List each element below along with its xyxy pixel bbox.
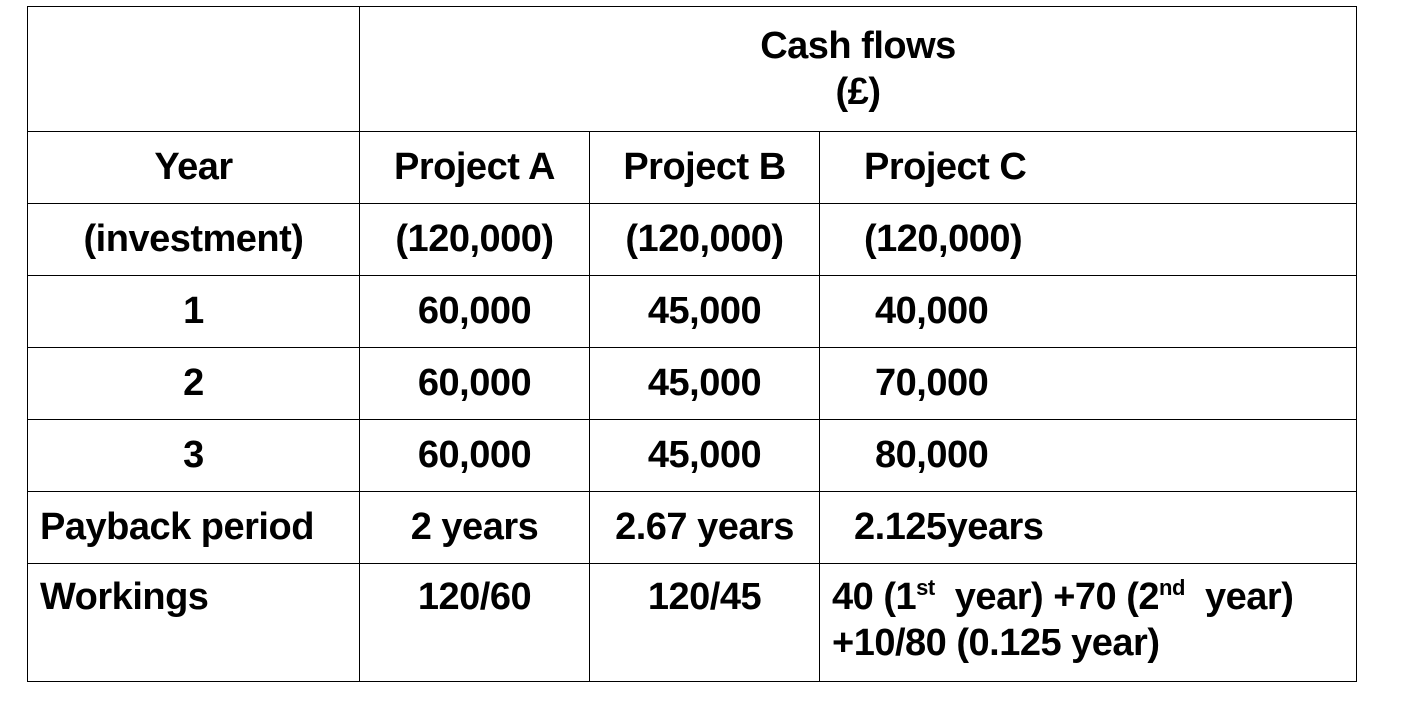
project-c-cell: (120,000) — [818, 203, 1358, 276]
project-c-cell: 40,000 — [818, 275, 1358, 348]
table-row: 1 60,000 45,000 40,000 — [27, 275, 1358, 348]
payback-period-row: Payback period 2 years 2.67 years 2.125y… — [27, 491, 1358, 564]
project-a-cell: 60,000 — [359, 347, 590, 420]
cash-flows-title: Cash flows — [760, 25, 956, 67]
year-cell: 3 — [27, 419, 360, 492]
year-column-header: Year — [27, 131, 360, 204]
payback-period-label: Payback period — [27, 491, 360, 564]
payback-project-b: 2.67 years — [589, 491, 820, 564]
column-header-row: Year Project A Project B Project C — [27, 131, 1358, 204]
project-b-cell: 45,000 — [589, 419, 820, 492]
workings-project-b: 120/45 — [647, 576, 762, 618]
workings-project-c: 40 (1st year) +70 (2nd year) +10/80 (0.1… — [832, 564, 1356, 666]
workings-label: Workings — [40, 576, 209, 618]
workings-label-cell: Workings — [27, 563, 360, 682]
workings-c-line1: 40 (1st year) +70 (2nd year) — [832, 574, 1356, 620]
empty-corner-cell — [27, 6, 360, 132]
project-c-column-header: Project C — [818, 131, 1358, 204]
table-row: 3 60,000 45,000 80,000 — [27, 419, 1358, 492]
year-cell: 1 — [27, 275, 360, 348]
currency-unit: (£) — [835, 71, 881, 113]
workings-project-b-cell: 120/45 — [589, 563, 820, 682]
project-b-cell: 45,000 — [589, 275, 820, 348]
payback-project-a: 2 years — [359, 491, 590, 564]
ordinal-suffix: st — [916, 575, 935, 600]
project-a-cell: (120,000) — [359, 203, 590, 276]
year-cell: (investment) — [27, 203, 360, 276]
workings-project-c-cell: 40 (1st year) +70 (2nd year) +10/80 (0.1… — [818, 563, 1358, 682]
table-row: 2 60,000 45,000 70,000 — [27, 347, 1358, 420]
project-a-cell: 60,000 — [359, 275, 590, 348]
project-a-column-header: Project A — [359, 131, 590, 204]
project-b-column-header: Project B — [589, 131, 820, 204]
project-b-cell: (120,000) — [589, 203, 820, 276]
workings-c-line2: +10/80 (0.125 year) — [832, 622, 1160, 664]
workings-c-text: year) — [1184, 576, 1294, 618]
workings-c-text: year) +70 (2 — [934, 576, 1160, 618]
payback-project-c: 2.125years — [818, 491, 1358, 564]
workings-project-a-cell: 120/60 — [359, 563, 590, 682]
project-c-cell: 70,000 — [818, 347, 1358, 420]
workings-c-text: 40 (1 — [832, 576, 917, 618]
project-a-cell: 60,000 — [359, 419, 590, 492]
table-header-row: Cash flows (£) — [27, 6, 1358, 132]
cash-flows-header: Cash flows (£) — [358, 6, 1358, 132]
table-row: (investment) (120,000) (120,000) (120,00… — [27, 203, 1358, 276]
year-cell: 2 — [27, 347, 360, 420]
project-b-cell: 45,000 — [589, 347, 820, 420]
project-c-cell: 80,000 — [818, 419, 1358, 492]
workings-row: Workings 120/60 120/45 40 (1st year) +70… — [27, 563, 1358, 682]
workings-project-a: 120/60 — [417, 576, 532, 618]
cash-flows-table: Cash flows (£) Year Project A Project B … — [27, 6, 1358, 682]
ordinal-suffix: nd — [1159, 575, 1185, 600]
